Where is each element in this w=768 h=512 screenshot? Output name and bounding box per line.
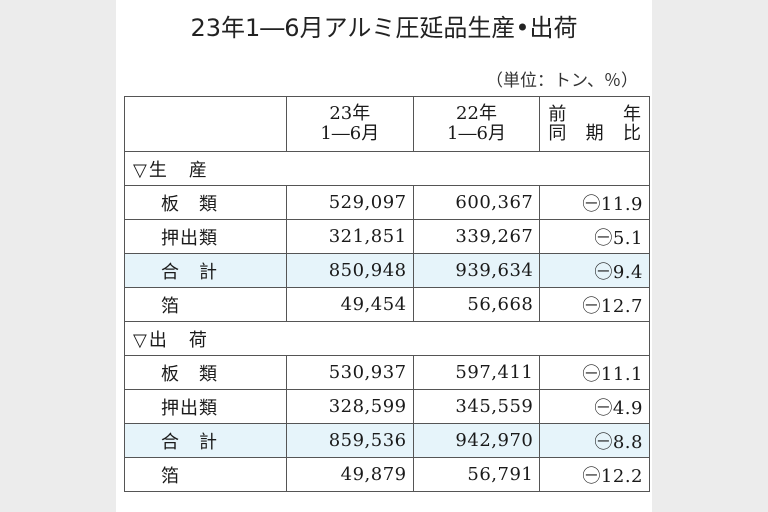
header-yoy-char: 年 [623,104,641,125]
header-blank-cell [124,96,287,152]
header-2023-h1: 23年 1―6月 [285,96,414,152]
row-label: 箔 [124,457,287,492]
header-yoy-line1: 前 年 [546,105,643,124]
row-label: 合 計 [124,253,287,288]
value-yoy: ㊀9.4 [539,253,650,288]
row-label: 板 類 [124,355,287,390]
header-yoy-line2: 同 期 比 [546,124,643,143]
table-row-total: 合 計 850,948 939,634 ㊀9.4 [124,253,650,288]
value-2022: 56,668 [412,287,541,322]
row-label: 押出類 [124,389,287,424]
header-yoy-char: 同 [548,123,567,144]
value-2023: 859,536 [285,423,414,458]
value-yoy: ㊀11.1 [539,355,650,390]
value-2023: 529,097 [285,185,414,220]
value-2023: 321,851 [285,219,414,254]
header-2022-h1: 22年 1―6月 [412,96,541,152]
table-row: 押出類 321,851 339,267 ㊀5.1 [124,219,650,254]
section-blank [286,151,651,186]
value-2022: 345,559 [412,389,541,424]
value-2022: 597,411 [412,355,541,390]
value-2023: 49,454 [285,287,414,322]
header-2023-period: 1―6月 [320,123,380,144]
section-row-production: ▽生 産 [124,151,651,186]
header-yoy-char: 比 [622,123,641,144]
value-2022: 339,267 [412,219,541,254]
value-yoy: ㊀12.7 [539,287,650,322]
section-label: ▽出 荷 [133,329,209,351]
value-2022: 939,634 [412,253,541,288]
value-2022: 56,791 [412,457,541,492]
header-2023-year: 23年 [329,103,371,124]
section-label-cell: ▽生 産 [124,151,287,186]
production-shipment-table: 23年 1―6月 22年 1―6月 前 年 同 期 比 [124,96,651,492]
row-label: 箔 [124,287,287,322]
unit-note: （単位：トン、％） [486,71,638,91]
value-2023: 328,599 [285,389,414,424]
row-label: 押出類 [124,219,287,254]
table-row: 箔 49,454 56,668 ㊀12.7 [124,287,650,322]
table-row: 板 類 530,937 597,411 ㊀11.1 [124,355,650,390]
header-yoy-char: 前 [548,104,567,125]
section-blank [286,321,651,356]
value-yoy: ㊀8.8 [539,423,650,458]
header-yoy-char: 期 [585,123,604,144]
header-2022-period: 1―6月 [447,123,506,144]
table-row: 押出類 328,599 345,559 ㊀4.9 [124,389,650,424]
table-row: 箔 49,879 56,791 ㊀12.2 [124,457,650,492]
value-yoy: ㊀5.1 [539,219,650,254]
table-row: 板 類 529,097 600,367 ㊀11.9 [124,185,650,220]
section-label: ▽生 産 [133,159,209,181]
value-yoy: ㊀12.2 [539,457,650,492]
value-2022: 942,970 [412,423,541,458]
header-yoy: 前 年 同 期 比 [539,96,650,152]
header-2022-year: 22年 [456,103,497,124]
row-label: 板 類 [124,185,287,220]
section-row-shipments: ▽出 荷 [124,321,651,356]
document-title: 23年1―6月アルミ圧延品生産•出荷 [190,14,578,42]
table-row-total: 合 計 859,536 942,970 ㊀8.8 [124,423,650,458]
value-yoy: ㊀11.9 [539,185,650,220]
value-2023: 49,879 [285,457,414,492]
value-2022: 600,367 [412,185,541,220]
document-panel: 23年1―6月アルミ圧延品生産•出荷 （単位：トン、％） 23年 1―6月 22… [116,0,652,512]
value-yoy: ㊀4.9 [539,389,650,424]
table-header-row: 23年 1―6月 22年 1―6月 前 年 同 期 比 [124,96,650,152]
row-label: 合 計 [124,423,287,458]
value-2023: 850,948 [285,253,414,288]
value-2023: 530,937 [285,355,414,390]
section-label-cell: ▽出 荷 [124,321,287,356]
